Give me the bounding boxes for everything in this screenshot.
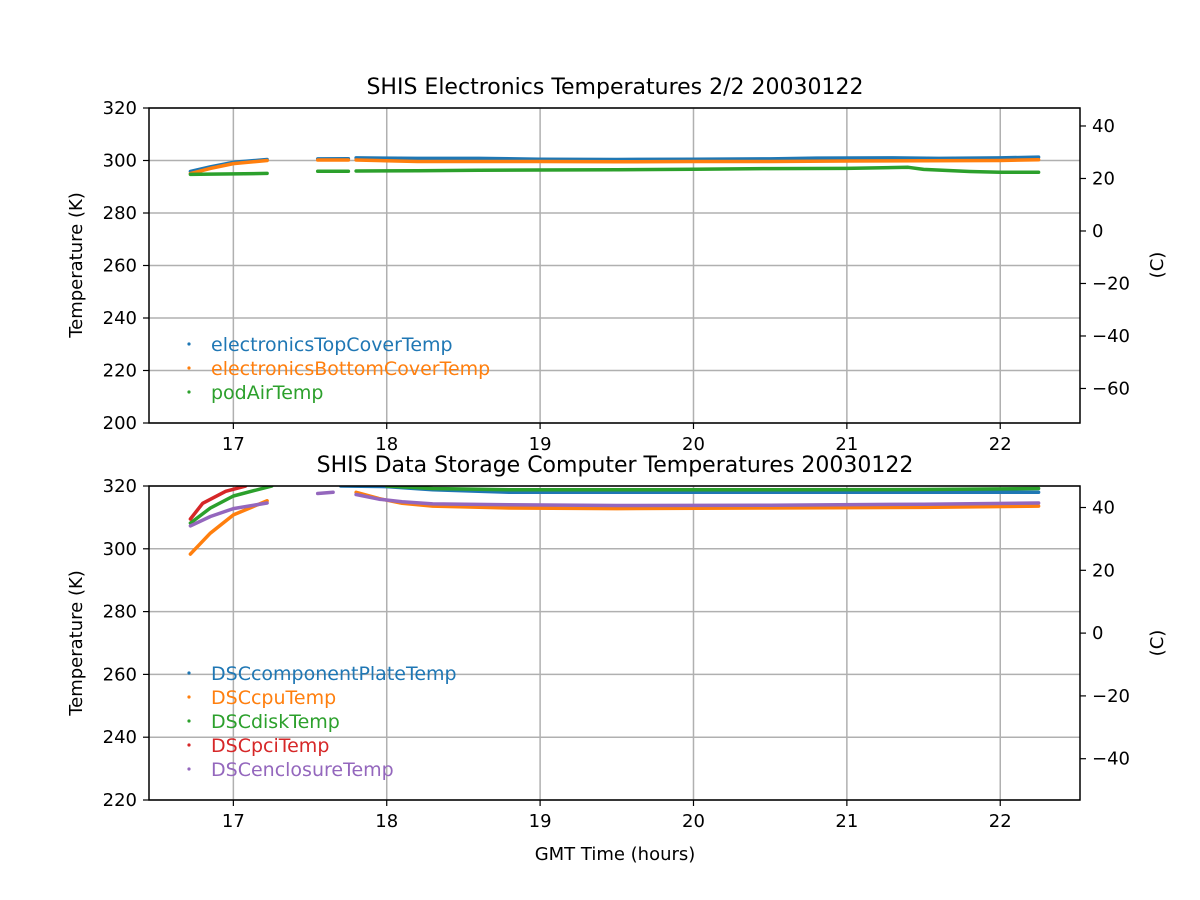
legend-marker [187,671,191,675]
x-tick-label: 18 [375,434,398,455]
y2-tick-label: 40 [1092,116,1115,137]
legend-label: DSCcomponentPlateTemp [211,663,457,685]
legend-label: DSCcpuTemp [211,687,336,709]
y-tick-label: 240 [103,308,137,329]
y2-tick-label: −40 [1092,326,1130,347]
x-tick-label: 20 [682,811,705,832]
y-tick-label: 260 [103,256,137,277]
legend-label: DSCdiskTemp [211,711,340,733]
bottom-chart-y2label: (C) [1147,630,1168,657]
series-line-electronicsBottomCoverTemp [188,157,1041,176]
y2-tick-label: −20 [1092,273,1130,294]
y-tick-label: 320 [103,476,137,497]
x-tick-label: 21 [835,811,858,832]
y2-tick-label: 0 [1092,221,1103,242]
y2-tick-label: −40 [1092,749,1130,770]
y-tick-label: 280 [103,203,137,224]
legend-marker [187,390,191,394]
bottom-chart-title: SHIS Data Storage Computer Temperatures … [317,453,914,478]
top-chart-y2label: (C) [1147,252,1168,279]
axes-frame [148,485,1081,801]
x-tick-label: 17 [222,434,245,455]
plot-area [188,486,1041,556]
y-tick-label: 320 [103,98,137,119]
x-tick-label: 20 [682,434,705,455]
y-tick-label: 220 [103,790,137,811]
legend-label: DSCenclosureTemp [211,759,394,781]
x-tick-label: 22 [989,811,1012,832]
y-tick-label: 200 [103,413,137,434]
y2-tick-label: 20 [1092,168,1115,189]
y2-tick-label: 20 [1092,560,1115,581]
legend-marker [187,767,191,771]
x-tick-label: 19 [529,811,552,832]
y-tick-label: 260 [103,664,137,685]
top-chart-ylabel: Temperature (K) [66,192,87,339]
legend-marker [187,342,191,346]
series-line-DSCenclosureTemp [188,490,1041,528]
legend-marker [187,695,191,699]
y2-tick-label: −60 [1092,378,1130,399]
legend-marker [187,366,191,370]
plot-area [188,155,1041,177]
y2-tick-label: 40 [1092,498,1115,519]
legend-marker [187,719,191,723]
legend-label: electronicsBottomCoverTemp [211,358,490,380]
legend-label: electronicsTopCoverTemp [211,334,453,356]
series-line-podAirTemp [188,165,1041,177]
bottom-chart-xlabel: GMT Time (hours) [535,844,696,865]
top-chart-title: SHIS Electronics Temperatures 2/2 200301… [366,75,863,100]
legend-label: podAirTemp [211,382,323,404]
bottom-chart-panel: SHIS Data Storage Computer Temperatures … [66,453,1168,865]
x-tick-label: 18 [375,811,398,832]
y-tick-label: 240 [103,727,137,748]
legend-marker [187,743,191,747]
y-tick-label: 300 [103,539,137,560]
top-chart-panel: SHIS Electronics Temperatures 2/2 200301… [66,75,1168,455]
x-tick-label: 19 [529,434,552,455]
x-tick-label: 21 [835,434,858,455]
series-line-DSCdiskTemp [188,486,1041,525]
y2-tick-label: 0 [1092,623,1103,644]
legend-label: DSCpciTemp [211,735,329,757]
y2-tick-label: −20 [1092,686,1130,707]
x-tick-label: 17 [222,811,245,832]
y-tick-label: 280 [103,602,137,623]
bottom-chart-ylabel: Temperature (K) [66,570,87,717]
x-tick-label: 22 [989,434,1012,455]
y-tick-label: 220 [103,361,137,382]
y-tick-label: 300 [103,151,137,172]
series-line-DSCpciTemp [188,486,248,521]
